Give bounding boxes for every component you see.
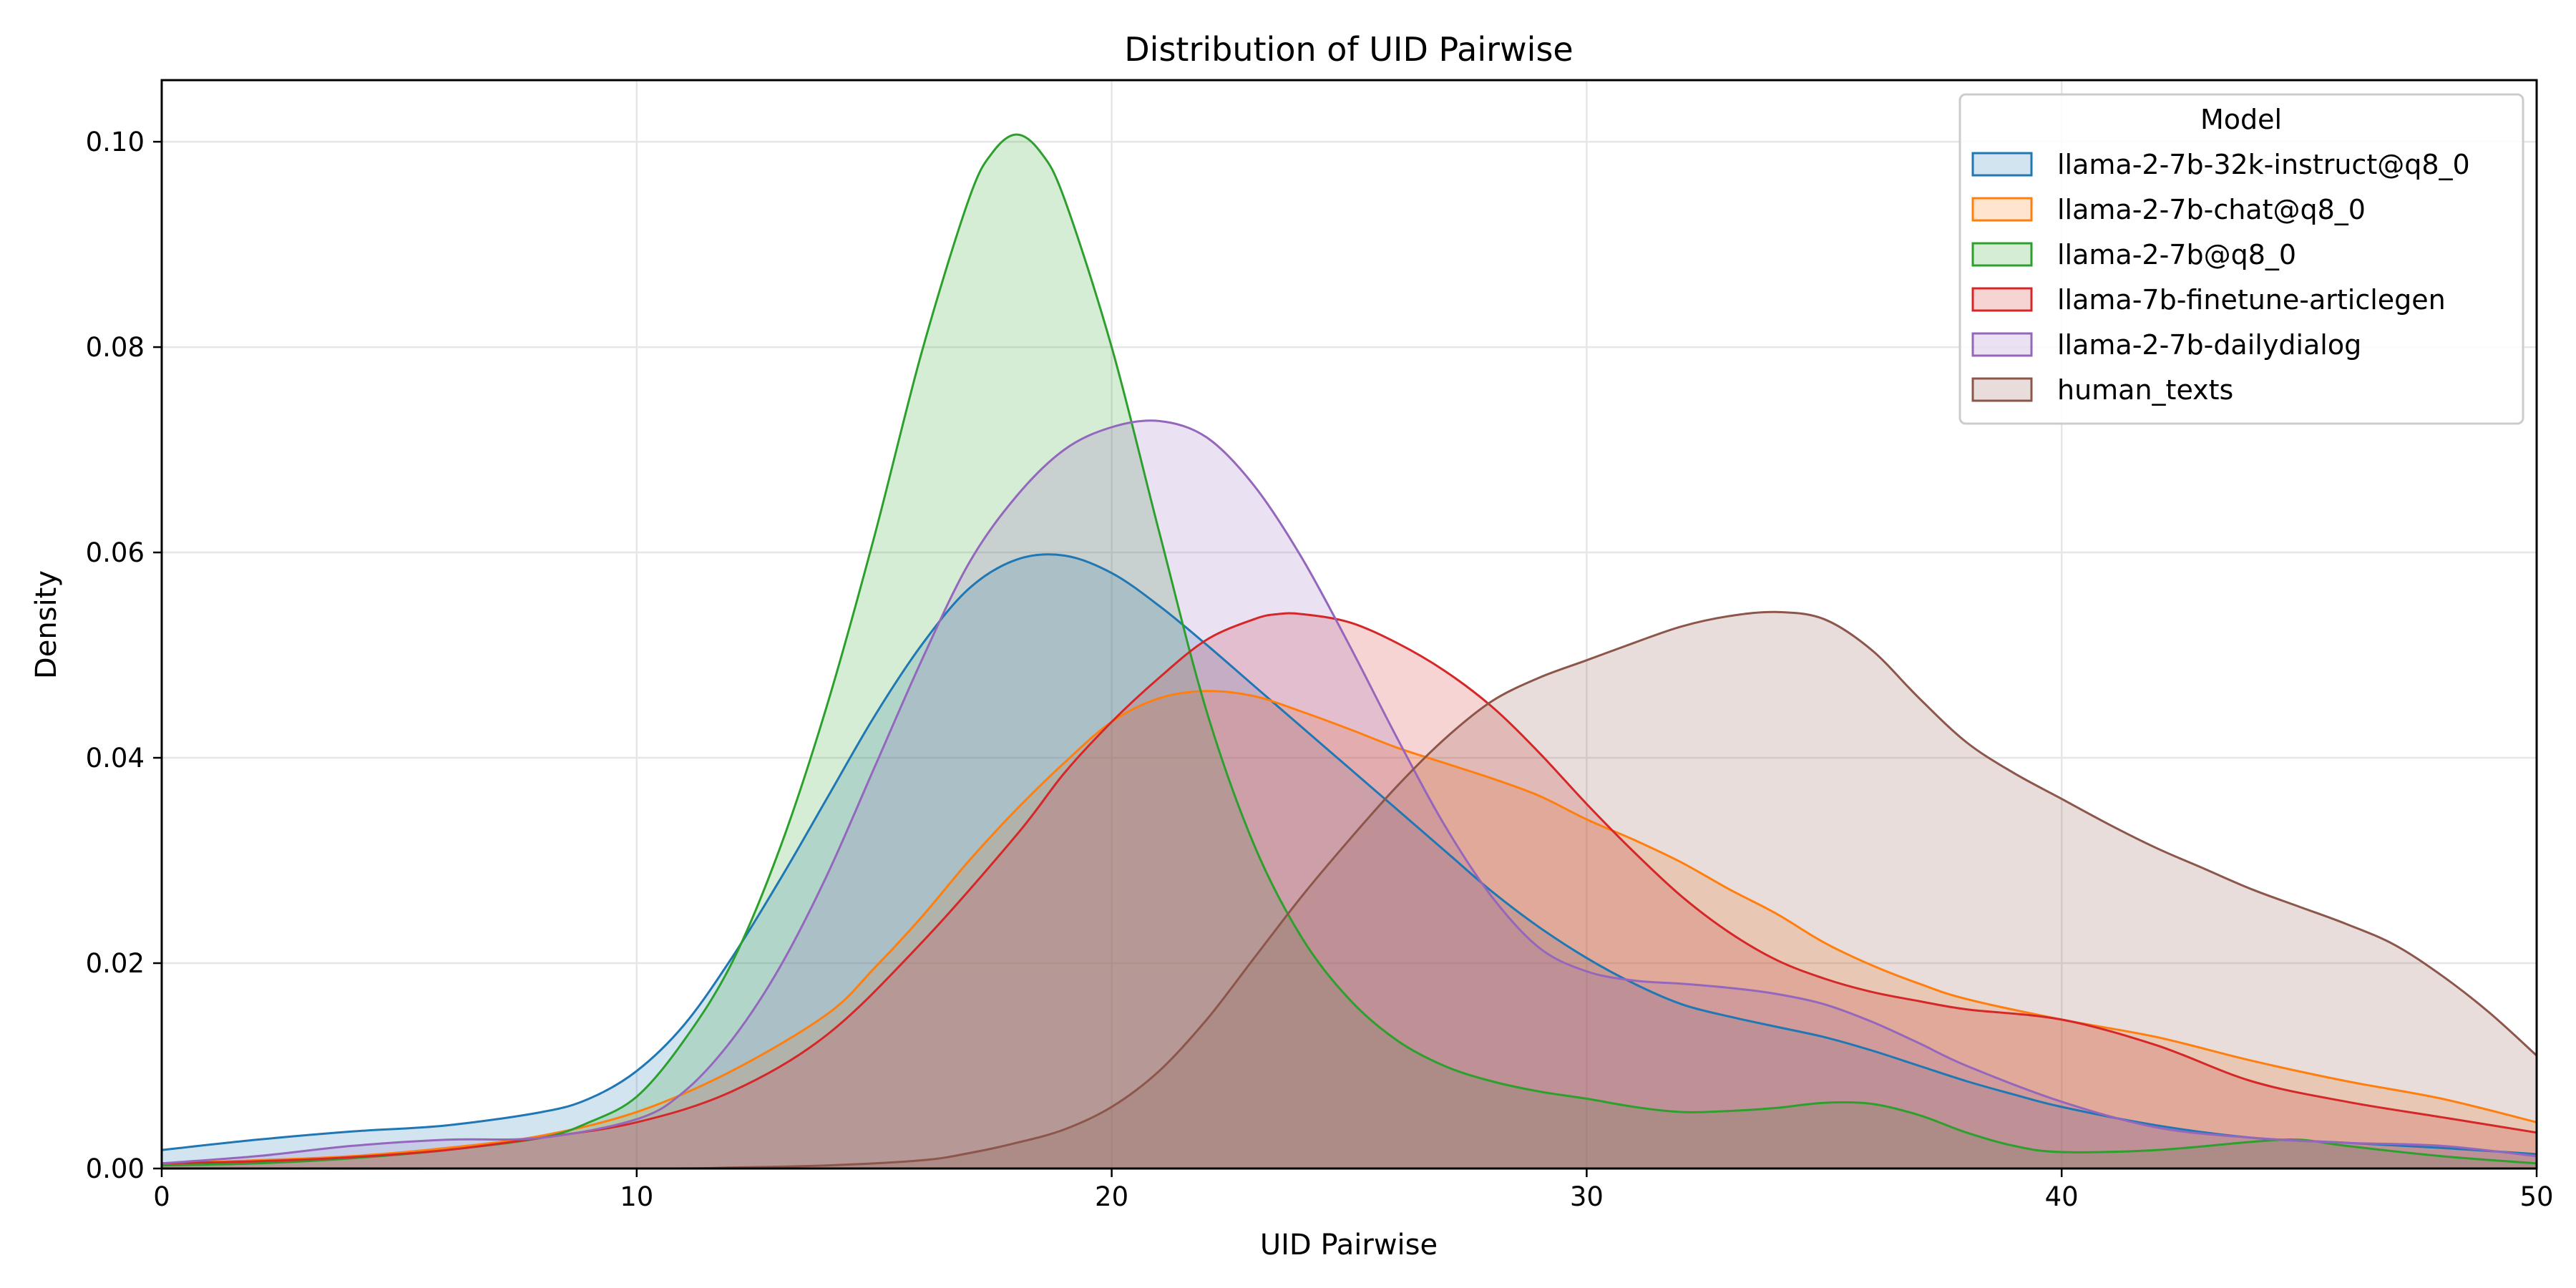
legend: Model llama-2-7b-32k-instruct@q8_0llama-… (1958, 93, 2524, 425)
series-line-3 (161, 612, 2537, 1165)
series-area-1 (162, 691, 2537, 1169)
series-line-1 (161, 690, 2537, 1165)
legend-swatch-4 (1971, 332, 2033, 357)
x-tick-label: 0 (153, 1181, 170, 1212)
x-tick-label: 10 (620, 1181, 653, 1212)
legend-swatch-3 (1971, 287, 2033, 312)
legend-label-2: llama-2-7b@q8_0 (2057, 239, 2296, 270)
x-axis-label: UID Pairwise (1260, 1229, 1438, 1262)
legend-box (1958, 93, 2524, 425)
series-area-0 (162, 554, 2537, 1169)
series-area-5 (162, 612, 2537, 1169)
legend-swatch-0 (1971, 152, 2033, 177)
y-tick-label: 0.04 (86, 743, 145, 774)
legend-label-5: human_texts (2057, 374, 2233, 406)
y-tick-label: 0.08 (86, 332, 145, 363)
legend-label-1: llama-2-7b-chat@q8_0 (2057, 194, 2366, 225)
y-tick-label: 0.10 (86, 127, 145, 157)
y-axis: 0.00 0.02 0.04 0.06 0.08 0.10 (86, 127, 162, 1184)
chart-title: Distribution of UID Pairwise (1124, 30, 1573, 69)
legend-swatch-1 (1971, 197, 2033, 222)
series-area-4 (162, 420, 2537, 1169)
y-tick-label: 0.00 (86, 1153, 145, 1184)
series-line-5 (161, 610, 2538, 1170)
series-line-0 (161, 553, 2537, 1156)
series-layer (161, 133, 2538, 1170)
x-tick-label: 50 (2519, 1181, 2553, 1212)
x-tick-label: 20 (1095, 1181, 1128, 1212)
legend-label-4: llama-2-7b-dailydialog (2057, 329, 2361, 361)
y-tick-label: 0.06 (86, 537, 145, 568)
legend-title: Model (2200, 104, 2282, 135)
series-area-3 (162, 613, 2537, 1169)
legend-items: llama-2-7b-32k-instruct@q8_0 llama-2-7b-c… (1971, 149, 2470, 406)
y-axis-label: Density (30, 570, 63, 679)
legend-label-0: llama-2-7b-32k-instruct@q8_0 (2057, 149, 2470, 180)
x-tick-label: 30 (1570, 1181, 1604, 1212)
legend-swatch-5 (1971, 377, 2033, 402)
series-line-4 (161, 419, 2537, 1165)
x-tick-label: 40 (2045, 1181, 2079, 1212)
x-axis: 0 10 20 30 40 50 (153, 1169, 2554, 1212)
legend-label-3: llama-7b-finetune-articlegen (2057, 284, 2446, 316)
plot-frame (160, 79, 2538, 1170)
legend-swatch-2 (1971, 242, 2033, 267)
y-tick-label: 0.02 (86, 948, 145, 979)
series-line-2 (161, 133, 2537, 1167)
